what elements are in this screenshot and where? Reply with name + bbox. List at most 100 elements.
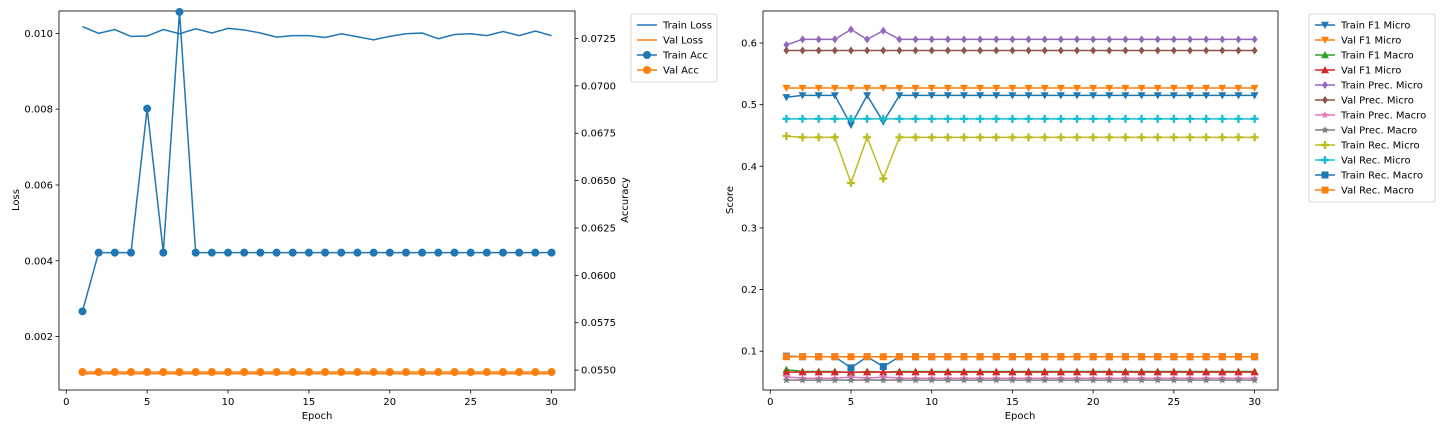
data-point-val-rec-micro: [1153, 114, 1162, 123]
data-point-val-f1-micro: [814, 368, 823, 376]
data-point-train-prec-micro: [1154, 35, 1161, 44]
data-point-val-f1-micro: [1137, 84, 1146, 93]
data-point-val-f1-micro: [927, 368, 936, 376]
left-y-axis-label: Loss: [11, 189, 22, 211]
data-point-val-rec-macro: [782, 353, 790, 361]
data-point-val-prec-micro: [993, 46, 1000, 55]
data-point-train-acc: [466, 248, 475, 257]
score-y-axis-label: Score: [725, 186, 736, 214]
data-point-val-prec-macro: [879, 376, 888, 384]
score-x-tick-label: 5: [848, 397, 854, 408]
data-point-train-f1-micro: [1089, 92, 1098, 100]
data-point-train-prec-micro: [1170, 35, 1177, 44]
left-y-tick-label: 0.006: [24, 180, 53, 191]
data-point-val-prec-micro: [815, 46, 822, 55]
data-point-train-acc: [143, 104, 152, 113]
data-point-val-f1-micro: [1121, 368, 1130, 376]
data-point-val-f1-micro: [1008, 368, 1017, 376]
data-point-val-f1-micro: [830, 368, 839, 376]
score-y-tick-label: 0.2: [741, 285, 757, 296]
score-legend-entry-val-f1-micro: Val F1 Micro: [1341, 36, 1401, 47]
series-line-train-rec-micro: [786, 135, 1255, 186]
data-point-train-acc: [385, 248, 394, 257]
data-point-train-prec-micro: [928, 35, 935, 44]
data-point-val-rec-macro: [992, 353, 1000, 361]
data-point-val-rec-micro: [959, 114, 968, 123]
data-point-val-prec-micro: [896, 46, 903, 55]
data-point-train-prec-micro: [1251, 35, 1258, 44]
right-y-axis-label: Accuracy: [620, 177, 631, 223]
data-point-train-f1-micro: [782, 94, 791, 102]
data-point-val-rec-micro: [1024, 114, 1033, 123]
right-y-tick-label: 0.0625: [581, 223, 616, 234]
data-point-val-f1-micro: [798, 368, 807, 376]
data-point-train-prec-micro: [1106, 35, 1113, 44]
data-point-train-f1-micro: [959, 92, 968, 100]
data-point-val-rec-micro: [895, 114, 904, 123]
data-point-val-f1-micro: [1234, 368, 1243, 376]
data-point-train-rec-micro: [1153, 133, 1162, 142]
data-point-val-f1-micro: [976, 368, 985, 376]
data-point-val-prec-micro: [1090, 46, 1097, 55]
data-point-train-f1-micro: [943, 92, 952, 100]
score-legend-marker: [1321, 111, 1329, 119]
data-point-train-prec-micro: [1074, 35, 1081, 44]
data-point-val-f1-micro: [863, 84, 872, 93]
score-legend-marker: [1321, 66, 1329, 74]
data-point-val-prec-macro: [1121, 376, 1130, 384]
data-point-val-f1-micro: [1089, 368, 1098, 376]
data-point-val-f1-micro: [830, 84, 839, 93]
data-point-val-acc: [321, 367, 330, 376]
data-point-train-f1-micro: [1073, 92, 1082, 100]
data-point-val-f1-micro: [943, 368, 952, 376]
data-point-val-rec-macro: [1234, 353, 1242, 361]
data-point-train-f1-micro: [830, 92, 839, 100]
data-point-train-rec-micro: [1040, 133, 1049, 142]
left-y-tick-label: 0.008: [24, 105, 53, 116]
series-line-train-prec-micro: [786, 28, 1255, 46]
data-point-val-prec-macro: [798, 376, 807, 384]
data-point-val-rec-micro: [976, 114, 985, 123]
data-point-train-rec-micro: [1137, 133, 1146, 142]
data-point-val-rec-macro: [1251, 353, 1259, 361]
left-legend-marker: [643, 51, 651, 59]
data-point-val-acc: [450, 367, 459, 376]
score-legend-marker: [1321, 171, 1329, 179]
data-point-val-rec-micro: [830, 114, 839, 123]
data-point-train-prec-micro: [1009, 35, 1016, 44]
score-y-tick-label: 0.5: [741, 100, 757, 111]
data-point-val-acc: [175, 367, 184, 376]
data-point-train-acc: [94, 248, 103, 257]
data-point-train-rec-macro: [879, 363, 887, 371]
data-point-val-rec-micro: [1089, 114, 1098, 123]
data-point-train-acc: [224, 248, 233, 257]
left-y-tick-label: 0.010: [24, 29, 53, 40]
data-point-val-f1-micro: [976, 84, 985, 93]
score-x-tick-label: 10: [925, 397, 938, 408]
data-point-train-rec-micro: [1056, 133, 1065, 142]
data-point-train-prec-micro: [783, 40, 790, 49]
score-x-tick-label: 20: [1087, 397, 1100, 408]
left-x-tick-label: 0: [63, 397, 69, 408]
data-point-train-prec-micro: [847, 25, 854, 34]
data-point-val-f1-micro: [1169, 368, 1178, 376]
data-point-val-acc: [499, 367, 508, 376]
left-ticks: 0 5 10 15 20 25 30 0.002 0.004 0.006 0.008 0.010 0.0…: [24, 29, 616, 408]
data-point-train-prec-micro: [977, 35, 984, 44]
data-point-val-rec-macro: [960, 353, 968, 361]
left-x-tick-label: 30: [545, 397, 558, 408]
data-point-train-f1-micro: [1056, 92, 1065, 100]
data-point-val-prec-micro: [847, 46, 854, 55]
data-point-val-rec-micro: [1105, 114, 1114, 123]
score-legend-entry-train-rec-macro: Train Rec. Macro: [1340, 171, 1423, 182]
data-point-val-f1-micro: [1234, 84, 1243, 93]
score-legend-entry-val-rec-macro: Val Rec. Macro: [1341, 186, 1414, 197]
data-point-train-acc: [126, 248, 135, 257]
data-point-val-rec-micro: [1008, 114, 1017, 123]
data-point-val-rec-macro: [863, 353, 871, 361]
data-point-val-prec-macro: [1089, 376, 1097, 384]
data-point-val-rec-macro: [895, 353, 903, 361]
data-point-val-acc: [337, 367, 346, 376]
data-point-train-acc: [531, 248, 540, 257]
